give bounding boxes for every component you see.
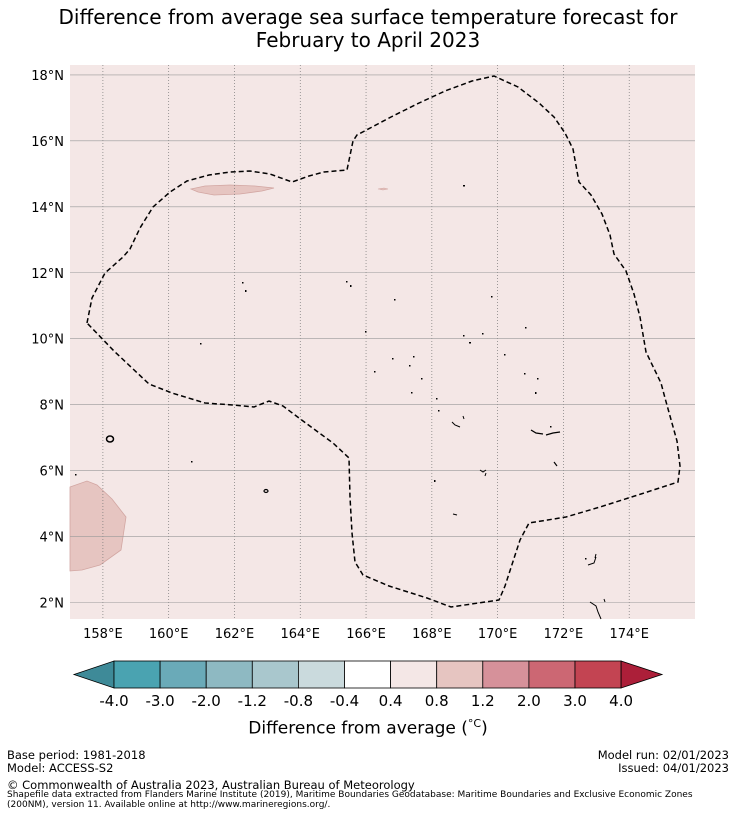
colorbar-tick-label: -0.4 — [330, 692, 359, 710]
lon-tick-label: 168°E — [412, 627, 452, 642]
sst-anomaly-map: 158°E 160°E 162°E 164°E 166°E 168°E 170°E 172°E… — [31, 65, 695, 642]
lon-tick-label: 164°E — [280, 627, 320, 642]
colorbar-tick-label: -4.0 — [99, 692, 128, 710]
colorbar-tick-label: -0.8 — [284, 692, 313, 710]
lon-tick-label: 174°E — [609, 627, 649, 642]
island — [479, 469, 487, 477]
lat-tick-label: 6°N — [40, 465, 65, 480]
colorbar-tick-labels: -4.0 -3.0 -2.0 -1.2 -0.8 -0.4 0.4 0.8 1.2 2.0 3.0 4… — [99, 692, 633, 710]
colorbar-segment — [159, 660, 207, 689]
warm-patch-west — [69, 480, 127, 572]
colorbar-tick-label: 0.8 — [425, 692, 449, 710]
colorbar-segment — [436, 660, 484, 689]
colorbar-segment — [297, 660, 345, 689]
graticule — [70, 65, 695, 619]
model-run: Model run: 02/01/2023 — [597, 748, 729, 762]
footer-left: Base period: 1981-2018 Model: ACCESS-S2 — [7, 749, 146, 775]
lon-tick-label: 172°E — [544, 627, 584, 642]
colorbar-extend-low — [72, 660, 115, 689]
warm-patch-north — [189, 184, 275, 196]
island — [451, 415, 465, 428]
island — [587, 553, 597, 566]
lat-tick-label: 2°N — [40, 597, 65, 612]
small-islets — [75, 185, 587, 560]
colorbar-segment — [251, 660, 299, 689]
lat-tick-label: 18°N — [31, 69, 64, 84]
colorbar-segment — [482, 660, 530, 689]
lon-tick-label: 166°E — [346, 627, 386, 642]
colorbar-title: Difference from average (°C) — [248, 717, 488, 739]
island — [263, 488, 269, 494]
colorbar-segment — [390, 660, 438, 689]
colorbar-tick-label: 0.4 — [379, 692, 403, 710]
issued-date: Issued: 04/01/2023 — [618, 761, 729, 775]
colorbar-extend-high — [620, 660, 664, 689]
lon-tick-label: 170°E — [478, 627, 518, 642]
warm-patch-small — [377, 187, 389, 191]
base-period: Base period: 1981-2018 — [7, 748, 146, 762]
colorbar-tick-label: 2.0 — [517, 692, 541, 710]
island — [553, 461, 558, 467]
colorbar-tick-label: 1.2 — [471, 692, 495, 710]
colorbar-tick-label: 3.0 — [563, 692, 587, 710]
map-background — [70, 65, 695, 619]
lat-tick-label: 14°N — [31, 201, 64, 216]
lon-tick-label: 158°E — [83, 627, 123, 642]
colorbar-tick-label: 4.0 — [609, 692, 633, 710]
lat-tick-label: 10°N — [31, 333, 64, 348]
island — [589, 598, 606, 620]
chart-title: Difference from average sea surface temp… — [0, 6, 736, 52]
lat-tick-label: 12°N — [31, 267, 64, 282]
lat-tick-label: 4°N — [40, 531, 65, 546]
lon-tick-label: 162°E — [215, 627, 255, 642]
eez-boundary — [86, 75, 681, 608]
island — [530, 429, 561, 436]
model-name: Model: ACCESS-S2 — [7, 761, 114, 775]
colorbar-segments — [72, 660, 664, 689]
colorbar-segment — [344, 660, 391, 689]
footer-right: Model run: 02/01/2023 Issued: 04/01/2023 — [598, 749, 729, 775]
copyright: © Commonwealth of Australia 2023, Austra… — [7, 778, 415, 792]
colorbar-tick-label: -2.0 — [192, 692, 221, 710]
lat-tick-label: 16°N — [31, 135, 64, 150]
latitude-ticks: 18°N 16°N 14°N 12°N 10°N 8°N 6°N 4°N 2°N — [31, 69, 64, 612]
lat-tick-label: 8°N — [40, 399, 65, 414]
colorbar-tick-label: -3.0 — [145, 692, 174, 710]
warm-anomaly-patches — [69, 184, 389, 572]
data-source-note: Shapefile data extracted from Flanders M… — [7, 790, 693, 810]
islands — [75, 185, 606, 620]
lon-tick-label: 160°E — [149, 627, 189, 642]
island — [452, 513, 458, 516]
title-line-2: February to April 2023 — [255, 28, 481, 52]
longitude-ticks: 158°E 160°E 162°E 164°E 166°E 168°E 170°E 172°E… — [83, 627, 649, 642]
title-line-1: Difference from average sea surface temp… — [58, 5, 678, 29]
colorbar-segment — [528, 660, 576, 689]
colorbar-tick-label: -1.2 — [238, 692, 267, 710]
island — [105, 435, 115, 443]
colorbar-segment — [574, 660, 622, 689]
colorbar-segment — [113, 660, 161, 689]
colorbar-segment — [205, 660, 253, 689]
